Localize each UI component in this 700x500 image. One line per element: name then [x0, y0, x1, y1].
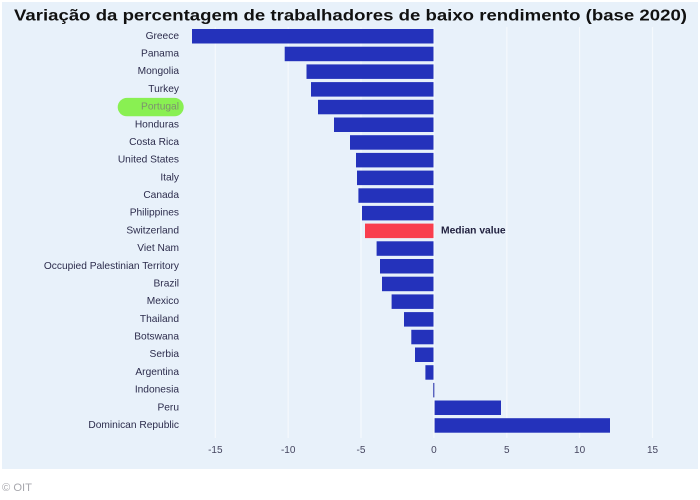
svg-text:-10: -10 [281, 445, 296, 456]
svg-text:10: 10 [574, 445, 586, 456]
svg-text:Indonesia: Indonesia [135, 385, 180, 396]
svg-text:Greece: Greece [146, 31, 180, 42]
svg-text:Serbia: Serbia [150, 349, 180, 360]
svg-text:Costa Rica: Costa Rica [129, 137, 179, 148]
svg-text:0: 0 [431, 445, 437, 456]
svg-text:Median value: Median value [441, 225, 506, 236]
svg-text:Panama: Panama [141, 49, 179, 60]
svg-text:Thailand: Thailand [140, 314, 179, 325]
svg-text:Brazil: Brazil [154, 279, 179, 290]
svg-text:© OIT: © OIT [2, 482, 32, 494]
svg-text:Argentina: Argentina [135, 367, 179, 378]
svg-text:Occupied Palestinian Territory: Occupied Palestinian Territory [44, 261, 180, 272]
svg-text:Philippines: Philippines [130, 208, 179, 219]
svg-text:Mexico: Mexico [147, 296, 180, 307]
svg-text:Botswana: Botswana [134, 332, 179, 343]
svg-text:Italy: Italy [160, 172, 180, 183]
svg-text:Dominican Republic: Dominican Republic [88, 420, 179, 431]
svg-text:Variação da percentagem de tra: Variação da percentagem de trabalhadores… [14, 8, 687, 25]
svg-text:5: 5 [504, 445, 510, 456]
svg-text:Peru: Peru [157, 402, 179, 413]
svg-text:Switzerland: Switzerland [126, 225, 179, 236]
svg-text:United States: United States [118, 155, 179, 166]
svg-text:Turkey: Turkey [148, 84, 180, 95]
svg-text:Viet Nam: Viet Nam [137, 243, 179, 254]
svg-text:-5: -5 [357, 445, 366, 456]
svg-text:Portugal: Portugal [141, 102, 179, 113]
svg-text:Mongolia: Mongolia [138, 66, 180, 77]
svg-text:Canada: Canada [143, 190, 179, 201]
svg-text:Honduras: Honduras [135, 119, 179, 130]
svg-text:-15: -15 [208, 445, 223, 456]
svg-text:15: 15 [647, 445, 659, 456]
